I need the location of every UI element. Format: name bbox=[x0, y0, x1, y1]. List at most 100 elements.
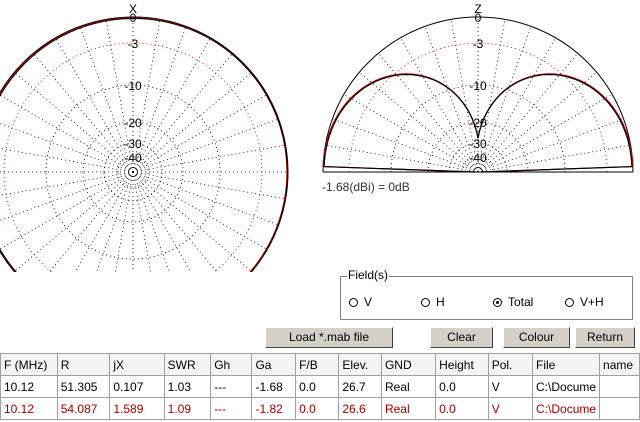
cell: 0.107 bbox=[109, 375, 165, 398]
radio-label: V+H bbox=[580, 295, 604, 309]
radial-line bbox=[132, 171, 192, 272]
cell: -1.68 bbox=[251, 375, 297, 398]
cell: C:\Docume bbox=[532, 375, 601, 398]
ring-label: -20 bbox=[469, 116, 487, 130]
cell: Real bbox=[380, 375, 437, 398]
cell: 10.12 bbox=[0, 375, 58, 398]
pattern-black bbox=[0, 18, 288, 272]
column-header: Elev. bbox=[338, 353, 382, 376]
radial-line bbox=[132, 171, 286, 200]
radial-line bbox=[132, 171, 218, 272]
cell: 1.589 bbox=[109, 397, 165, 420]
cell: 0.0 bbox=[435, 397, 489, 420]
ring bbox=[390, 84, 566, 173]
axis-label: X bbox=[129, 2, 137, 16]
radial-line bbox=[0, 171, 134, 196]
cell: --- bbox=[210, 375, 253, 398]
ring bbox=[103, 142, 163, 202]
ring bbox=[82, 121, 184, 223]
ring bbox=[448, 142, 508, 173]
pattern-plots: -1.68(dBi) = 0dB 0-3-10-20-30-40X0-3-10-… bbox=[0, 2, 634, 272]
cell: 0.0 bbox=[295, 375, 340, 398]
column-header: F/B bbox=[295, 353, 340, 376]
radial-line bbox=[48, 171, 134, 272]
ring bbox=[322, 16, 634, 173]
radial-line bbox=[0, 171, 134, 250]
ring-label: -3 bbox=[473, 37, 484, 51]
column-header: F (MHz) bbox=[0, 353, 58, 376]
cell: C:\Docume bbox=[532, 397, 601, 420]
cell: Real bbox=[380, 397, 437, 420]
radial-line bbox=[132, 118, 279, 173]
radio-option[interactable]: V bbox=[349, 295, 372, 309]
cell: 51.305 bbox=[56, 375, 111, 398]
ring-label: -10 bbox=[469, 79, 487, 93]
ring-label: 0 bbox=[475, 11, 482, 25]
column-header: Height bbox=[435, 353, 489, 376]
radial-line bbox=[74, 171, 134, 272]
radio-label: V bbox=[364, 295, 373, 309]
column-header: Gh bbox=[210, 353, 253, 376]
cell: 0.0 bbox=[435, 375, 489, 398]
radial-line bbox=[0, 123, 134, 173]
button[interactable]: Colour bbox=[503, 327, 570, 348]
column-header: SWR bbox=[163, 353, 212, 376]
radio-button[interactable] bbox=[493, 298, 502, 308]
radial-line bbox=[0, 148, 134, 173]
cell: 54.087 bbox=[56, 397, 111, 420]
cell: 26.7 bbox=[338, 375, 382, 398]
cell: V bbox=[487, 375, 534, 398]
cell bbox=[599, 375, 640, 398]
button[interactable]: Clear bbox=[430, 327, 493, 348]
column-header: Ga bbox=[251, 353, 297, 376]
ring-label: -30 bbox=[469, 137, 487, 151]
radio-label: H bbox=[436, 295, 445, 309]
radio-option[interactable]: H bbox=[421, 295, 445, 309]
button[interactable]: Load *.mab file bbox=[265, 327, 393, 348]
ring-label: -40 bbox=[469, 151, 487, 165]
radio-option[interactable]: V+H bbox=[565, 295, 604, 309]
ring bbox=[45, 84, 221, 260]
radial-line bbox=[114, 171, 134, 272]
ring-label: -20 bbox=[124, 116, 142, 130]
radial-line bbox=[132, 144, 286, 173]
radial-line bbox=[132, 171, 170, 272]
cell: 1.09 bbox=[163, 397, 212, 420]
cell: V bbox=[487, 397, 534, 420]
ring bbox=[0, 16, 289, 272]
cell: 10.12 bbox=[0, 397, 58, 420]
radio-button[interactable] bbox=[421, 298, 430, 308]
column-header: name bbox=[599, 353, 640, 376]
ring-label: -30 bbox=[124, 137, 142, 151]
cell bbox=[599, 397, 640, 420]
data-row[interactable]: 10.12 51.305 0.107 1.03 --- -1.68 0.0 26.7 Real 0… bbox=[0, 375, 640, 398]
button[interactable]: Return bbox=[575, 327, 635, 348]
radio-button[interactable] bbox=[349, 298, 358, 308]
cell: -1.82 bbox=[251, 397, 297, 420]
column-header: jX bbox=[109, 353, 165, 376]
radial-line bbox=[0, 94, 134, 173]
cell: 0.0 bbox=[295, 397, 340, 420]
cell: 1.03 bbox=[163, 375, 212, 398]
column-header: GND bbox=[380, 353, 437, 376]
reference-note: -1.68(dBi) = 0dB bbox=[322, 180, 410, 194]
cell: 26.6 bbox=[338, 397, 382, 420]
radio-button[interactable] bbox=[565, 298, 574, 308]
column-header: R bbox=[56, 353, 111, 376]
radial-line bbox=[132, 171, 152, 272]
data-row[interactable]: 10.12 54.087 1.589 1.09 --- -1.82 0.0 26.6 Real 0… bbox=[0, 397, 640, 420]
elevation-pattern bbox=[323, 73, 633, 173]
group-title: Field(s) bbox=[347, 268, 390, 282]
column-header: File bbox=[532, 353, 601, 376]
ring-label: -3 bbox=[128, 37, 139, 51]
radio-option[interactable]: Total bbox=[493, 295, 533, 309]
radio-label: Total bbox=[508, 295, 534, 309]
axis-label: Z bbox=[474, 2, 481, 16]
radial-line bbox=[96, 171, 134, 272]
radial-line bbox=[332, 118, 479, 173]
field-group: Field(s) V H Total V+H bbox=[340, 268, 633, 320]
